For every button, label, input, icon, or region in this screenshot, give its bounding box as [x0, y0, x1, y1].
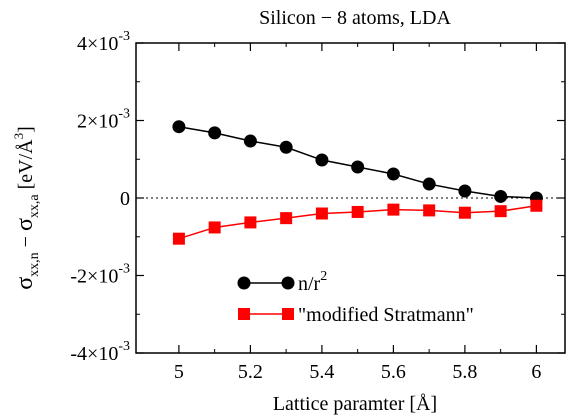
y-tick-exponent: -3 [118, 262, 130, 277]
legend-marker-circle [237, 276, 251, 290]
data-point-square [208, 221, 221, 234]
y-tick-mantissa: 0 [120, 188, 130, 210]
y-tick-label: 0 [120, 188, 130, 210]
y-tick-exponent: -3 [118, 339, 130, 354]
data-point-circle [386, 167, 400, 181]
data-point-square [351, 205, 364, 218]
data-point-circle [494, 189, 508, 203]
y-axis-label-sigma-1: σ [12, 277, 38, 290]
data-point-circle [208, 126, 222, 140]
data-series [172, 120, 543, 245]
x-tick-label: 5.6 [381, 361, 406, 383]
legend-marker-square [282, 308, 294, 320]
legend-label-1: "modified Stratmann" [298, 304, 474, 326]
legend-marker-circle [281, 276, 295, 290]
legend-label-sup: 2 [320, 269, 327, 284]
data-point-square [458, 206, 471, 219]
x-tick-label: 5 [174, 361, 184, 383]
x-tick-label: 5.4 [309, 361, 334, 383]
y-axis-label: σxx,n − σxx,a [eV/Å3] [11, 126, 42, 290]
y-axis-ticks: 4×10-32×10-30-2×10-3-4×10-3 [70, 29, 565, 365]
data-point-square [530, 199, 543, 212]
y-axis-label-units-close: ] [15, 126, 37, 133]
legend-label-base: n/r [298, 273, 321, 295]
data-point-square [244, 216, 257, 229]
y-tick-exponent: -3 [118, 107, 130, 122]
data-point-circle [172, 120, 186, 134]
data-point-circle [315, 153, 329, 167]
data-point-circle [458, 184, 472, 198]
y-axis-label-angstrom: Å [15, 139, 37, 154]
y-tick-label: -4×10-3 [70, 339, 130, 365]
y-tick-mantissa: 4×10 [77, 33, 118, 55]
y-axis-label-sigma-2: σ [12, 218, 38, 231]
data-point-square [172, 232, 185, 245]
y-axis-label-sub-1: xx,n [27, 252, 42, 277]
y-axis-label-sub-2: xx,a [27, 194, 42, 219]
legend-label-base: "modified Stratmann" [298, 304, 474, 326]
y-axis-label-units-open: [eV/ [15, 153, 37, 194]
y-tick-mantissa: -4×10 [70, 343, 118, 365]
x-axis-label: Lattice paramter [Å] [273, 393, 437, 415]
y-tick-exponent: -3 [118, 29, 130, 44]
chart-title: Silicon − 8 atoms, LDA [259, 7, 451, 29]
y-tick-label: -2×10-3 [70, 262, 130, 288]
data-point-circle [351, 160, 365, 174]
y-tick-label: 4×10-3 [77, 29, 130, 55]
data-point-square [494, 205, 507, 218]
data-point-square [387, 203, 400, 216]
x-tick-label: 6 [531, 361, 541, 383]
legend-marker-square [238, 308, 250, 320]
y-tick-mantissa: 2×10 [77, 111, 118, 133]
y-tick-mantissa: -2×10 [70, 266, 118, 288]
data-point-square [423, 204, 436, 217]
y-tick-label: 2×10-3 [77, 107, 130, 133]
data-point-circle [279, 140, 293, 154]
data-point-circle [422, 177, 436, 191]
x-tick-label: 5.2 [238, 361, 263, 383]
y-axis-label-minus: − [15, 231, 37, 252]
data-point-square [280, 212, 293, 225]
x-tick-label: 5.8 [452, 361, 477, 383]
y-axis-label-exponent: 3 [11, 133, 26, 140]
x-axis-ticks: 5 5.2 5.4 5.6 5.8 6 [174, 43, 541, 383]
data-point-circle [243, 134, 257, 148]
legend-label-0: n/r2 [298, 269, 327, 295]
data-point-square [315, 207, 328, 220]
legend: n/r2 "modified Stratmann" [237, 269, 474, 326]
